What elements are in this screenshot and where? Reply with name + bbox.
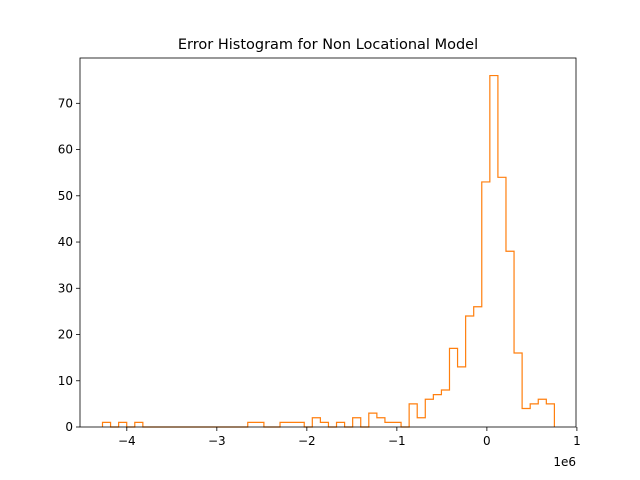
- histogram-bin: [248, 422, 256, 427]
- histogram-bin: [490, 76, 498, 427]
- histogram-bin: [119, 422, 127, 427]
- y-tick-label: 30: [58, 281, 73, 295]
- histogram-bin: [417, 418, 425, 427]
- histogram-bin: [506, 251, 514, 427]
- y-tick-label: 60: [58, 143, 73, 157]
- y-tick-label: 70: [58, 96, 73, 110]
- histogram-bin: [441, 390, 449, 427]
- x-tick-label: −1: [388, 434, 406, 448]
- y-tick-label: 0: [65, 420, 73, 434]
- y-tick-label: 20: [58, 328, 73, 342]
- x-axis: −4 −3 −2 −1 0 1: [118, 427, 581, 448]
- histogram-bin: [522, 409, 530, 427]
- x-axis-multiplier: 1e6: [553, 455, 576, 469]
- x-tick-label: −3: [208, 434, 226, 448]
- x-tick-label: −4: [118, 434, 136, 448]
- histogram-bin: [474, 307, 482, 427]
- histogram-bin: [482, 182, 490, 427]
- histogram-bin: [135, 422, 143, 427]
- y-tick-label: 50: [58, 189, 73, 203]
- histogram-bin: [449, 348, 457, 427]
- histogram-bin: [546, 404, 554, 427]
- histogram-bin: [353, 418, 361, 427]
- histogram-bin: [498, 177, 506, 427]
- histogram-bin: [337, 422, 345, 427]
- histogram-bin: [425, 399, 433, 427]
- histogram-bin: [312, 418, 320, 427]
- y-tick-label: 40: [58, 235, 73, 249]
- histogram-bin: [377, 418, 385, 427]
- axes-frame: [79, 57, 577, 428]
- histogram-bin: [296, 422, 304, 427]
- histogram-bin: [409, 404, 417, 427]
- histogram-bin: [385, 422, 393, 427]
- histogram-step-line: [101, 74, 555, 428]
- plot-area: [101, 74, 555, 428]
- chart-title: Error Histogram for Non Locational Model: [178, 37, 478, 53]
- histogram-bin: [280, 422, 288, 427]
- histogram-bin: [458, 367, 466, 427]
- histogram-bin: [369, 413, 377, 427]
- histogram-bin: [393, 422, 401, 427]
- histogram-bin: [433, 395, 441, 427]
- x-tick-label: −2: [298, 434, 316, 448]
- histogram-bin: [514, 353, 522, 427]
- histogram-bin: [466, 316, 474, 427]
- histogram-bin: [256, 422, 264, 427]
- histogram-bin: [538, 399, 546, 427]
- y-tick-label: 10: [58, 374, 73, 388]
- histogram-bin: [103, 422, 111, 427]
- y-axis: 0 10 20 30 40 50 60 70: [58, 96, 80, 434]
- histogram-bin: [530, 404, 538, 427]
- x-tick-label: 1: [573, 434, 581, 448]
- histogram-bin: [320, 422, 328, 427]
- histogram-bin: [288, 422, 296, 427]
- x-tick-label: 0: [483, 434, 491, 448]
